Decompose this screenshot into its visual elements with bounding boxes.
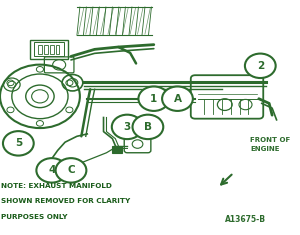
Circle shape <box>112 115 142 139</box>
Text: 2: 2 <box>257 61 264 71</box>
Circle shape <box>138 86 169 111</box>
Text: C: C <box>67 165 75 175</box>
Circle shape <box>36 158 67 183</box>
Text: B: B <box>144 122 152 132</box>
Text: 5: 5 <box>15 138 22 148</box>
Text: SHOWN REMOVED FOR CLARITY: SHOWN REMOVED FOR CLARITY <box>2 198 131 204</box>
Text: 3: 3 <box>124 122 131 132</box>
Circle shape <box>56 158 86 183</box>
Text: A13675-B: A13675-B <box>225 215 266 224</box>
Text: FRONT OF: FRONT OF <box>250 137 290 143</box>
Circle shape <box>162 86 193 111</box>
Text: A: A <box>173 94 181 104</box>
FancyBboxPatch shape <box>112 146 122 153</box>
Text: 4: 4 <box>48 165 56 175</box>
Circle shape <box>133 115 163 139</box>
Text: 1: 1 <box>150 94 158 104</box>
Circle shape <box>3 131 34 156</box>
Text: PURPOSES ONLY: PURPOSES ONLY <box>2 214 68 220</box>
Text: NOTE: EXHAUST MANIFOLD: NOTE: EXHAUST MANIFOLD <box>2 183 112 189</box>
Circle shape <box>245 54 276 78</box>
Text: ENGINE: ENGINE <box>250 145 279 152</box>
